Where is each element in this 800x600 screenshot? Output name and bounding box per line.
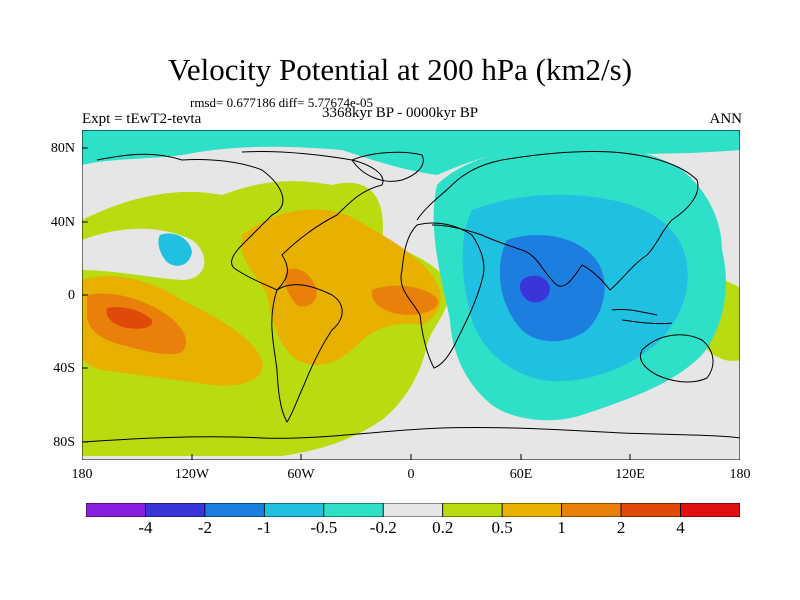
axis-ticks [82,147,631,460]
lat-tick-label: 40N [50,215,75,230]
map-plot [82,130,740,460]
lon-tick-label: 60W [287,467,315,482]
lon-tick-label: 0 [407,467,415,482]
lat-tick-label: 40S [53,361,75,376]
period-label: 3368kyr BP - 0000kyr BP [322,105,479,121]
red-region-pacific [106,307,153,329]
blue-region-indian-ocean [499,235,605,342]
colorbar-label: -0.5 [310,518,338,537]
colorbar-swatch [86,503,146,517]
colorbar-swatch [145,503,206,517]
colorbar-label: -1 [257,518,272,537]
colorbar-swatch [501,503,563,517]
colorbar-label: 0.2 [432,518,454,537]
season-label: ANN [709,111,743,127]
dark-blue-region-indian-ocean [519,275,550,303]
colorbar-swatch [620,503,681,517]
negative-region-arctic [82,130,740,175]
dark-orange-region-america [285,268,318,307]
coastline-africa [400,222,485,369]
lat-tick-label: 80S [53,435,75,450]
colorbar-swatch [382,503,444,517]
coastline-australia [639,334,714,383]
lon-tick-label: 120W [174,467,210,482]
coastline-antarctica [82,426,740,443]
coastline-south-america [271,284,343,423]
colorbar-label: 0.5 [491,518,513,537]
colorbar-swatch [561,503,622,517]
lat-tick-label: 0 [68,288,75,303]
cyan-region-pacific [158,233,192,266]
orange-region-america [241,209,441,365]
map-title: Velocity Potential at 200 hPa (km2/s) [167,52,633,87]
dark-orange-region-atlantic [371,285,438,315]
colorbar-label: 4 [676,518,685,537]
colorbar-swatch [263,503,325,517]
stats-text: rmsd= 0.677186 diff= 5.77674e-05 [190,95,374,110]
lat-tick-label: 80N [50,141,75,156]
coastline-north-america [96,151,384,291]
experiment-label: Expt = tEwT2-tevta [82,111,202,127]
colorbar-label: -0.2 [369,518,397,537]
colorbar-label: 2 [616,518,626,537]
lon-tick-label: 180 [71,467,93,482]
colorbar-label: -2 [197,518,212,537]
colorbar [86,503,740,517]
colorbar-label: -4 [138,518,153,537]
colorbar-swatch [442,503,503,517]
coastline-eurasia [416,151,699,291]
lon-tick-label: 120E [615,467,645,482]
coastline-greenland [351,151,424,182]
lon-tick-label: 60E [509,467,533,482]
colorbar-swatch [323,503,384,517]
lon-tick-label: 180 [729,467,751,482]
coastlines [82,151,740,443]
colorbar-label: 1 [557,518,566,537]
colorbar-swatch [680,503,740,517]
colorbar-swatch [204,503,265,517]
coastline-indonesia [611,309,673,325]
